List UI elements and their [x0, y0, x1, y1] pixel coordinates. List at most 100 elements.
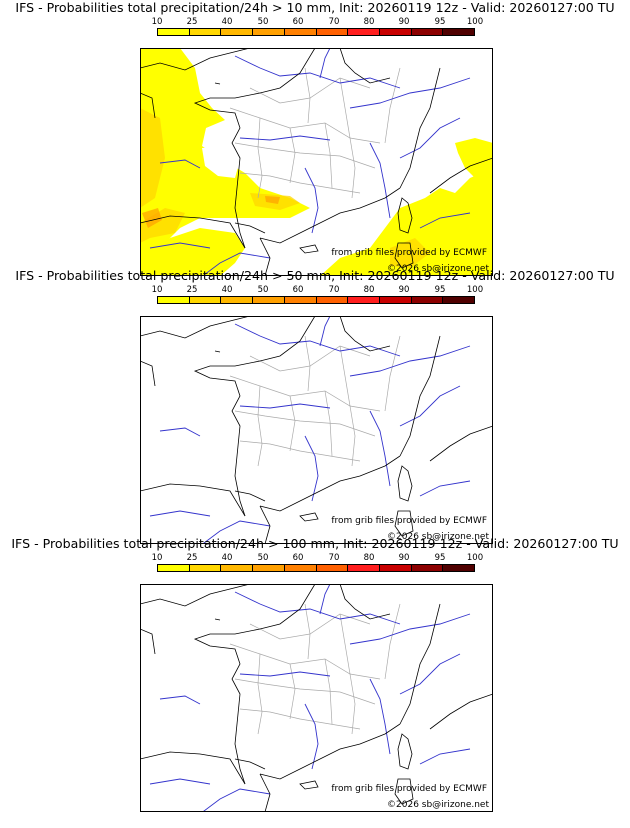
- colorbar-swatch: [253, 297, 285, 303]
- colorbar-swatch: [189, 297, 222, 303]
- colorbar-tick-label: 95: [434, 17, 446, 27]
- panel-title: IFS - Probabilities total precipitation/…: [15, 0, 615, 15]
- colorbar-tick-label: 40: [221, 17, 233, 27]
- colorbar-tick-label: 50: [257, 285, 269, 295]
- colorbar-tick-label: 25: [186, 553, 198, 563]
- colorbar-tick-label: 70: [328, 285, 340, 295]
- no-precip-area: [202, 146, 240, 178]
- forecast-panel: IFS - Probabilities total precipitation/…: [0, 0, 630, 276]
- colorbar-swatch: [158, 29, 190, 35]
- colorbar-swatch: [221, 29, 254, 35]
- probability-colorbar: 10 25 40 50 60 70 80 90 95 100: [152, 553, 484, 581]
- precipitation-map: from grib files provided by ECMWF ©2026 s…: [140, 584, 493, 812]
- forecast-panel: IFS - Probabilities total precipitation/…: [0, 536, 630, 812]
- colorbar-tick-label: 60: [292, 17, 304, 27]
- data-source-credit: from grib files provided by ECMWF: [331, 784, 487, 794]
- colorbar-tick-label: 60: [292, 553, 304, 563]
- colorbar-tick-label: 40: [221, 553, 233, 563]
- colorbar-swatch: [411, 565, 444, 571]
- precip-area-high: [265, 196, 280, 204]
- colorbar-ticks: 10 25 40 50 60 70 80 90 95 100: [152, 553, 484, 563]
- colorbar-swatch: [284, 565, 317, 571]
- precip-area-mid: [390, 238, 430, 268]
- colorbar-tick-label: 95: [434, 285, 446, 295]
- colorbar-swatch: [221, 297, 254, 303]
- colorbar-tick-label: 25: [186, 17, 198, 27]
- colorbar-tick-label: 70: [328, 553, 340, 563]
- forecast-panel: IFS - Probabilities total precipitation/…: [0, 268, 630, 544]
- colorbar-tick-label: 25: [186, 285, 198, 295]
- precipitation-map: from grib files provided by ECMWF ©2026 s…: [140, 316, 493, 544]
- colorbar-tick-label: 80: [363, 285, 375, 295]
- data-source-credit: from grib files provided by ECMWF: [331, 516, 487, 526]
- copyright-credit: ©2026 sb@irizone.net: [387, 264, 489, 274]
- colorbar-tick-label: 95: [434, 553, 446, 563]
- colorbar-swatch: [348, 565, 380, 571]
- colorbar-tick-label: 60: [292, 285, 304, 295]
- colorbar-swatch: [379, 565, 412, 571]
- colorbar-swatch: [158, 565, 190, 571]
- probability-colorbar: 10 25 40 50 60 70 80 90 95 100: [152, 285, 484, 313]
- precip-area-light: [320, 168, 493, 276]
- colorbar-swatch: [379, 29, 412, 35]
- coastlines: [140, 48, 493, 276]
- colorbar-tick-label: 70: [328, 17, 340, 27]
- colorbar-swatches: [157, 296, 475, 304]
- colorbar-tick-label: 10: [151, 553, 163, 563]
- colorbar-swatch: [411, 297, 444, 303]
- colorbar-swatch: [316, 297, 349, 303]
- precip-shading: [140, 48, 493, 276]
- colorbar-tick-label: 90: [398, 285, 410, 295]
- precip-area-light: [140, 48, 310, 263]
- colorbar-swatch: [411, 29, 444, 35]
- colorbar-swatch: [158, 297, 190, 303]
- colorbar-swatch: [316, 29, 349, 35]
- colorbar-ticks: 10 25 40 50 60 70 80 90 95 100: [152, 285, 484, 295]
- map-canvas: [140, 584, 493, 812]
- colorbar-swatch: [189, 29, 222, 35]
- colorbar-tick-label: 100: [466, 17, 484, 27]
- colorbar-tick-label: 40: [221, 285, 233, 295]
- coastlines: [140, 316, 493, 544]
- colorbar-tick-label: 90: [398, 553, 410, 563]
- colorbar-swatch: [443, 29, 475, 35]
- rivers: [149, 316, 471, 544]
- colorbar-tick-label: 50: [257, 17, 269, 27]
- coastlines: [140, 584, 493, 812]
- map-canvas: [140, 316, 493, 544]
- colorbar-tick-label: 100: [466, 553, 484, 563]
- colorbar-swatches: [157, 564, 475, 572]
- map-frame: [140, 584, 493, 812]
- colorbar-tick-label: 80: [363, 17, 375, 27]
- colorbar-swatch: [253, 29, 285, 35]
- probability-colorbar: 10 25 40 50 60 70 80 90 95 100: [152, 17, 484, 45]
- map-frame: [140, 316, 493, 544]
- map-canvas: [140, 48, 493, 276]
- copyright-credit: ©2026 sb@irizone.net: [387, 532, 489, 542]
- colorbar-tick-label: 10: [151, 285, 163, 295]
- precip-area-mid: [140, 108, 165, 208]
- colorbar-tick-label: 90: [398, 17, 410, 27]
- precip-area-high: [142, 208, 162, 228]
- colorbar-swatch: [443, 297, 475, 303]
- colorbar-ticks: 10 25 40 50 60 70 80 90 95 100: [152, 17, 484, 27]
- colorbar-tick-label: 100: [466, 285, 484, 295]
- colorbar-swatch: [189, 565, 222, 571]
- colorbar-swatch: [221, 565, 254, 571]
- colorbar-swatches: [157, 28, 475, 36]
- colorbar-swatch: [379, 297, 412, 303]
- colorbar-swatch: [443, 565, 475, 571]
- panel-title: IFS - Probabilities total precipitation/…: [11, 536, 619, 551]
- colorbar-tick-label: 10: [151, 17, 163, 27]
- colorbar-swatch: [253, 565, 285, 571]
- colorbar-swatch: [284, 29, 317, 35]
- colorbar-swatch: [348, 29, 380, 35]
- copyright-credit: ©2026 sb@irizone.net: [387, 800, 489, 810]
- colorbar-swatch: [284, 297, 317, 303]
- colorbar-tick-label: 80: [363, 553, 375, 563]
- precipitation-map: from grib files provided by ECMWF ©2026 s…: [140, 48, 493, 276]
- rivers: [149, 48, 471, 276]
- colorbar-swatch: [316, 565, 349, 571]
- panel-title: IFS - Probabilities total precipitation/…: [15, 268, 615, 283]
- rivers: [149, 584, 471, 812]
